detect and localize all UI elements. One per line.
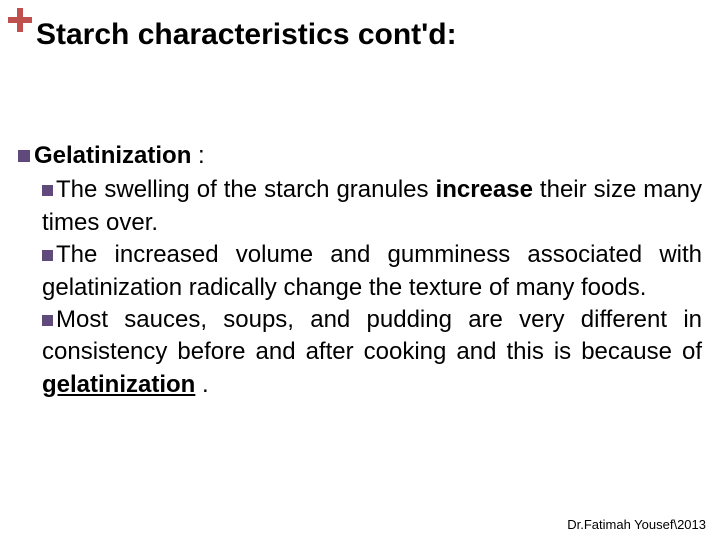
square-bullet-icon	[18, 150, 30, 162]
bullet-item: Most sauces, soups, and pudding are very…	[18, 304, 702, 401]
bullet-item: The swelling of the starch granules incr…	[18, 174, 702, 239]
plus-icon	[8, 8, 32, 32]
heading-suffix: :	[198, 142, 205, 169]
bold-text: increase	[436, 176, 533, 203]
heading-label: Gelatinization	[34, 142, 191, 169]
content-area: Gelatinization : The swelling of the sta…	[18, 140, 702, 401]
text-run: .	[195, 371, 208, 398]
text-run: swelling of the starch granules	[97, 176, 435, 203]
square-bullet-icon	[42, 315, 53, 326]
text-run: The	[56, 176, 97, 203]
bullet-item: The increased volume and gumminess assoc…	[18, 239, 702, 304]
text-run: The increased volume and gumminess assoc…	[42, 241, 702, 300]
square-bullet-icon	[42, 185, 53, 196]
text-run: Most sauces, soups, and pudding are very…	[42, 306, 702, 365]
heading-item: Gelatinization :	[18, 140, 702, 172]
square-bullet-icon	[42, 250, 53, 261]
slide-title: Starch characteristics cont'd:	[36, 18, 457, 52]
footer-attribution: Dr.Fatimah Yousef\2013	[567, 517, 706, 532]
underline-bold-text: gelatinization	[42, 371, 195, 398]
